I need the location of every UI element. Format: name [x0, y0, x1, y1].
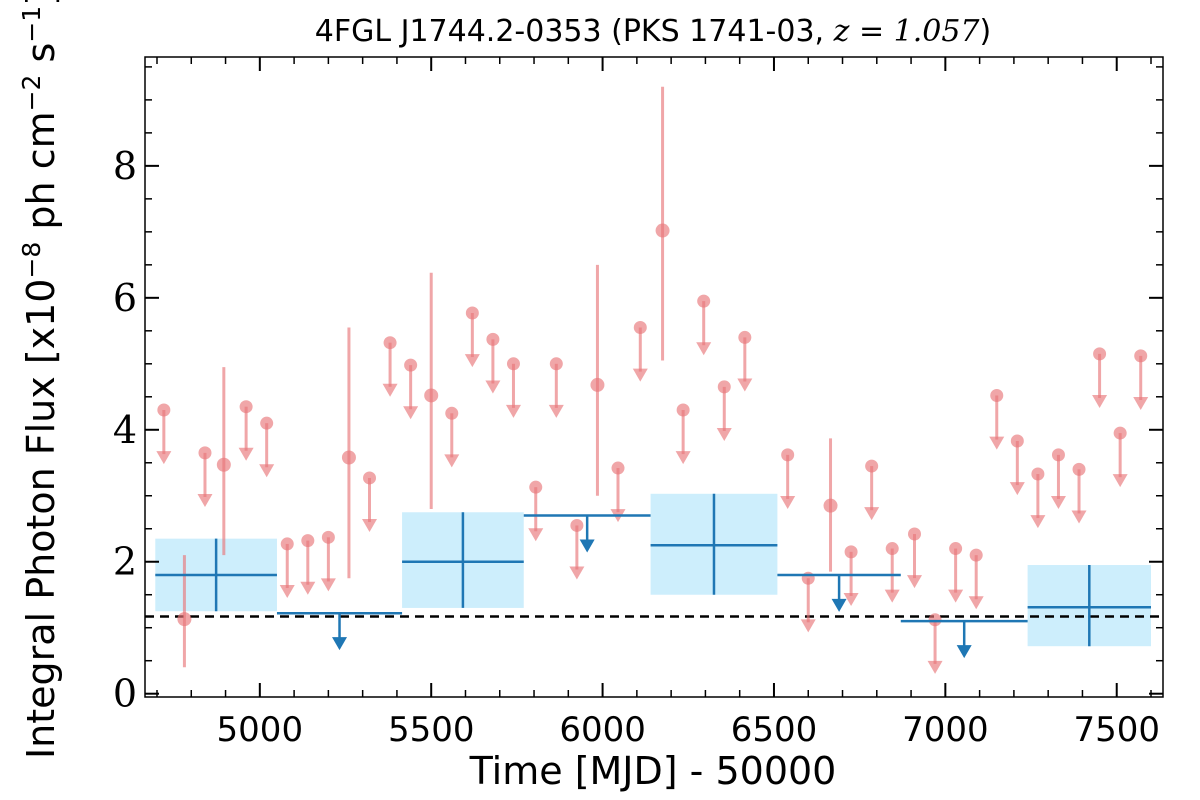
short-bin-point	[216, 457, 231, 472]
short-bin-upper-limit-arrow	[1112, 474, 1128, 488]
short-bin-upper-limit-arrow	[906, 575, 922, 589]
short-bin-upper-limit-arrow	[382, 383, 398, 397]
short-bin-upper-limit-arrow	[464, 354, 480, 368]
short-bin-point	[823, 498, 838, 513]
chart-title-redshift: z = 1.057	[833, 14, 981, 49]
x-tick-label: 5000	[217, 710, 304, 750]
x-tick-label: 5500	[388, 710, 475, 750]
short-bin-upper-limit-arrow	[864, 507, 880, 521]
short-bin-point	[424, 388, 439, 403]
short-bin-upper-limit-arrow	[197, 493, 213, 507]
short-bin-upper-limit-arrow	[1092, 395, 1108, 409]
y-axis-label: Integral Photon Flux [x10−8 ph cm−2 s−1]	[17, 0, 63, 759]
short-bin-upper-limit-arrow	[675, 451, 691, 465]
short-bin-upper-limit-arrow	[444, 454, 460, 468]
y-tick-label: 4	[113, 408, 137, 452]
short-bin-point	[341, 450, 356, 465]
y-axis-label-s: s	[19, 43, 63, 75]
long-bin-upper-limit-arrow	[332, 637, 348, 651]
short-bin-upper-limit-arrow	[927, 660, 943, 674]
short-bin-upper-limit-arrow	[1030, 515, 1046, 529]
short-bin-point	[655, 223, 670, 238]
y-axis-label-exp3: −1	[17, 6, 46, 43]
short-bin-upper-limit-arrow	[716, 428, 732, 441]
y-axis-label-mid: ph cm	[19, 111, 63, 241]
short-bin-upper-limit-arrow	[156, 451, 172, 465]
short-bin-upper-limit-arrow	[362, 519, 378, 533]
y-tick-label: 8	[113, 144, 137, 188]
short-bin-upper-limit-arrow	[780, 495, 796, 509]
short-bin-upper-limit-arrow	[968, 596, 984, 610]
short-bin-upper-limit-arrow	[505, 404, 521, 418]
short-bin-upper-limit-arrow	[485, 380, 501, 394]
short-bin-upper-limit-arrow	[843, 592, 859, 606]
short-bin-upper-limit-arrow	[528, 528, 544, 542]
chart-title: 4FGL J1744.2-0353 (PKS 1741-03, z = 1.05…	[315, 14, 991, 49]
long-bin-upper-limit-arrow	[579, 539, 595, 553]
short-bin-upper-limit-arrow	[320, 578, 336, 592]
short-bin-upper-limit-arrow	[884, 589, 900, 603]
long-bin-upper-limit-arrow	[831, 598, 847, 612]
x-tick-label: 7000	[902, 710, 989, 750]
short-bin-upper-limit-arrow	[737, 378, 753, 392]
short-bin-upper-limit-arrow	[696, 342, 712, 356]
x-axis-label: Time [MJD] - 50000	[469, 749, 837, 793]
x-tick-label: 6000	[559, 710, 646, 750]
short-bin-upper-limit-arrow	[403, 406, 419, 420]
y-axis-label-exp2: −2	[17, 75, 46, 112]
short-bin-upper-limit-arrow	[1050, 495, 1066, 509]
y-tick-label: 2	[113, 540, 137, 584]
chart-title-close: )	[980, 14, 992, 49]
x-tick-label: 6500	[731, 710, 818, 750]
y-axis-label-text: Integral Photon Flux [x10	[19, 279, 63, 760]
x-tick-label: 7500	[1073, 710, 1160, 750]
short-bin-upper-limit-arrow	[632, 368, 648, 382]
short-bin-upper-limit-arrow	[1009, 482, 1025, 496]
data-marks	[145, 86, 1163, 674]
y-tick-label: 0	[113, 672, 137, 716]
y-axis-label-end: ]	[19, 0, 63, 6]
long-bin-upper-limit-arrow	[956, 645, 972, 659]
y-tick-label: 6	[113, 276, 137, 320]
short-bin-upper-limit-arrow	[800, 619, 816, 633]
short-bin-upper-limit-arrow	[569, 566, 585, 580]
y-axis-label-exp1: −8	[17, 242, 46, 279]
short-bin-upper-limit-arrow	[989, 436, 1005, 450]
short-bin-upper-limit-arrow	[948, 589, 964, 603]
chart-title-text: 4FGL J1744.2-0353 (PKS 1741-03,	[315, 14, 834, 49]
short-bin-upper-limit-arrow	[548, 404, 564, 418]
short-bin-upper-limit-arrow	[300, 581, 316, 595]
short-bin-upper-limit-arrow	[1133, 396, 1149, 410]
short-bin-point	[177, 612, 192, 627]
short-bin-upper-limit-arrow	[279, 585, 295, 599]
axes: 5000 5500 6000 6500 7000 7500 0 2 4 6 8	[113, 56, 1164, 750]
short-bin-point	[590, 377, 605, 392]
plot-frame	[144, 56, 1164, 698]
short-bin-upper-limit-arrow	[238, 447, 254, 461]
short-bin-upper-limit-arrow	[259, 464, 275, 478]
short-bin-upper-limit-arrow	[1071, 510, 1087, 524]
